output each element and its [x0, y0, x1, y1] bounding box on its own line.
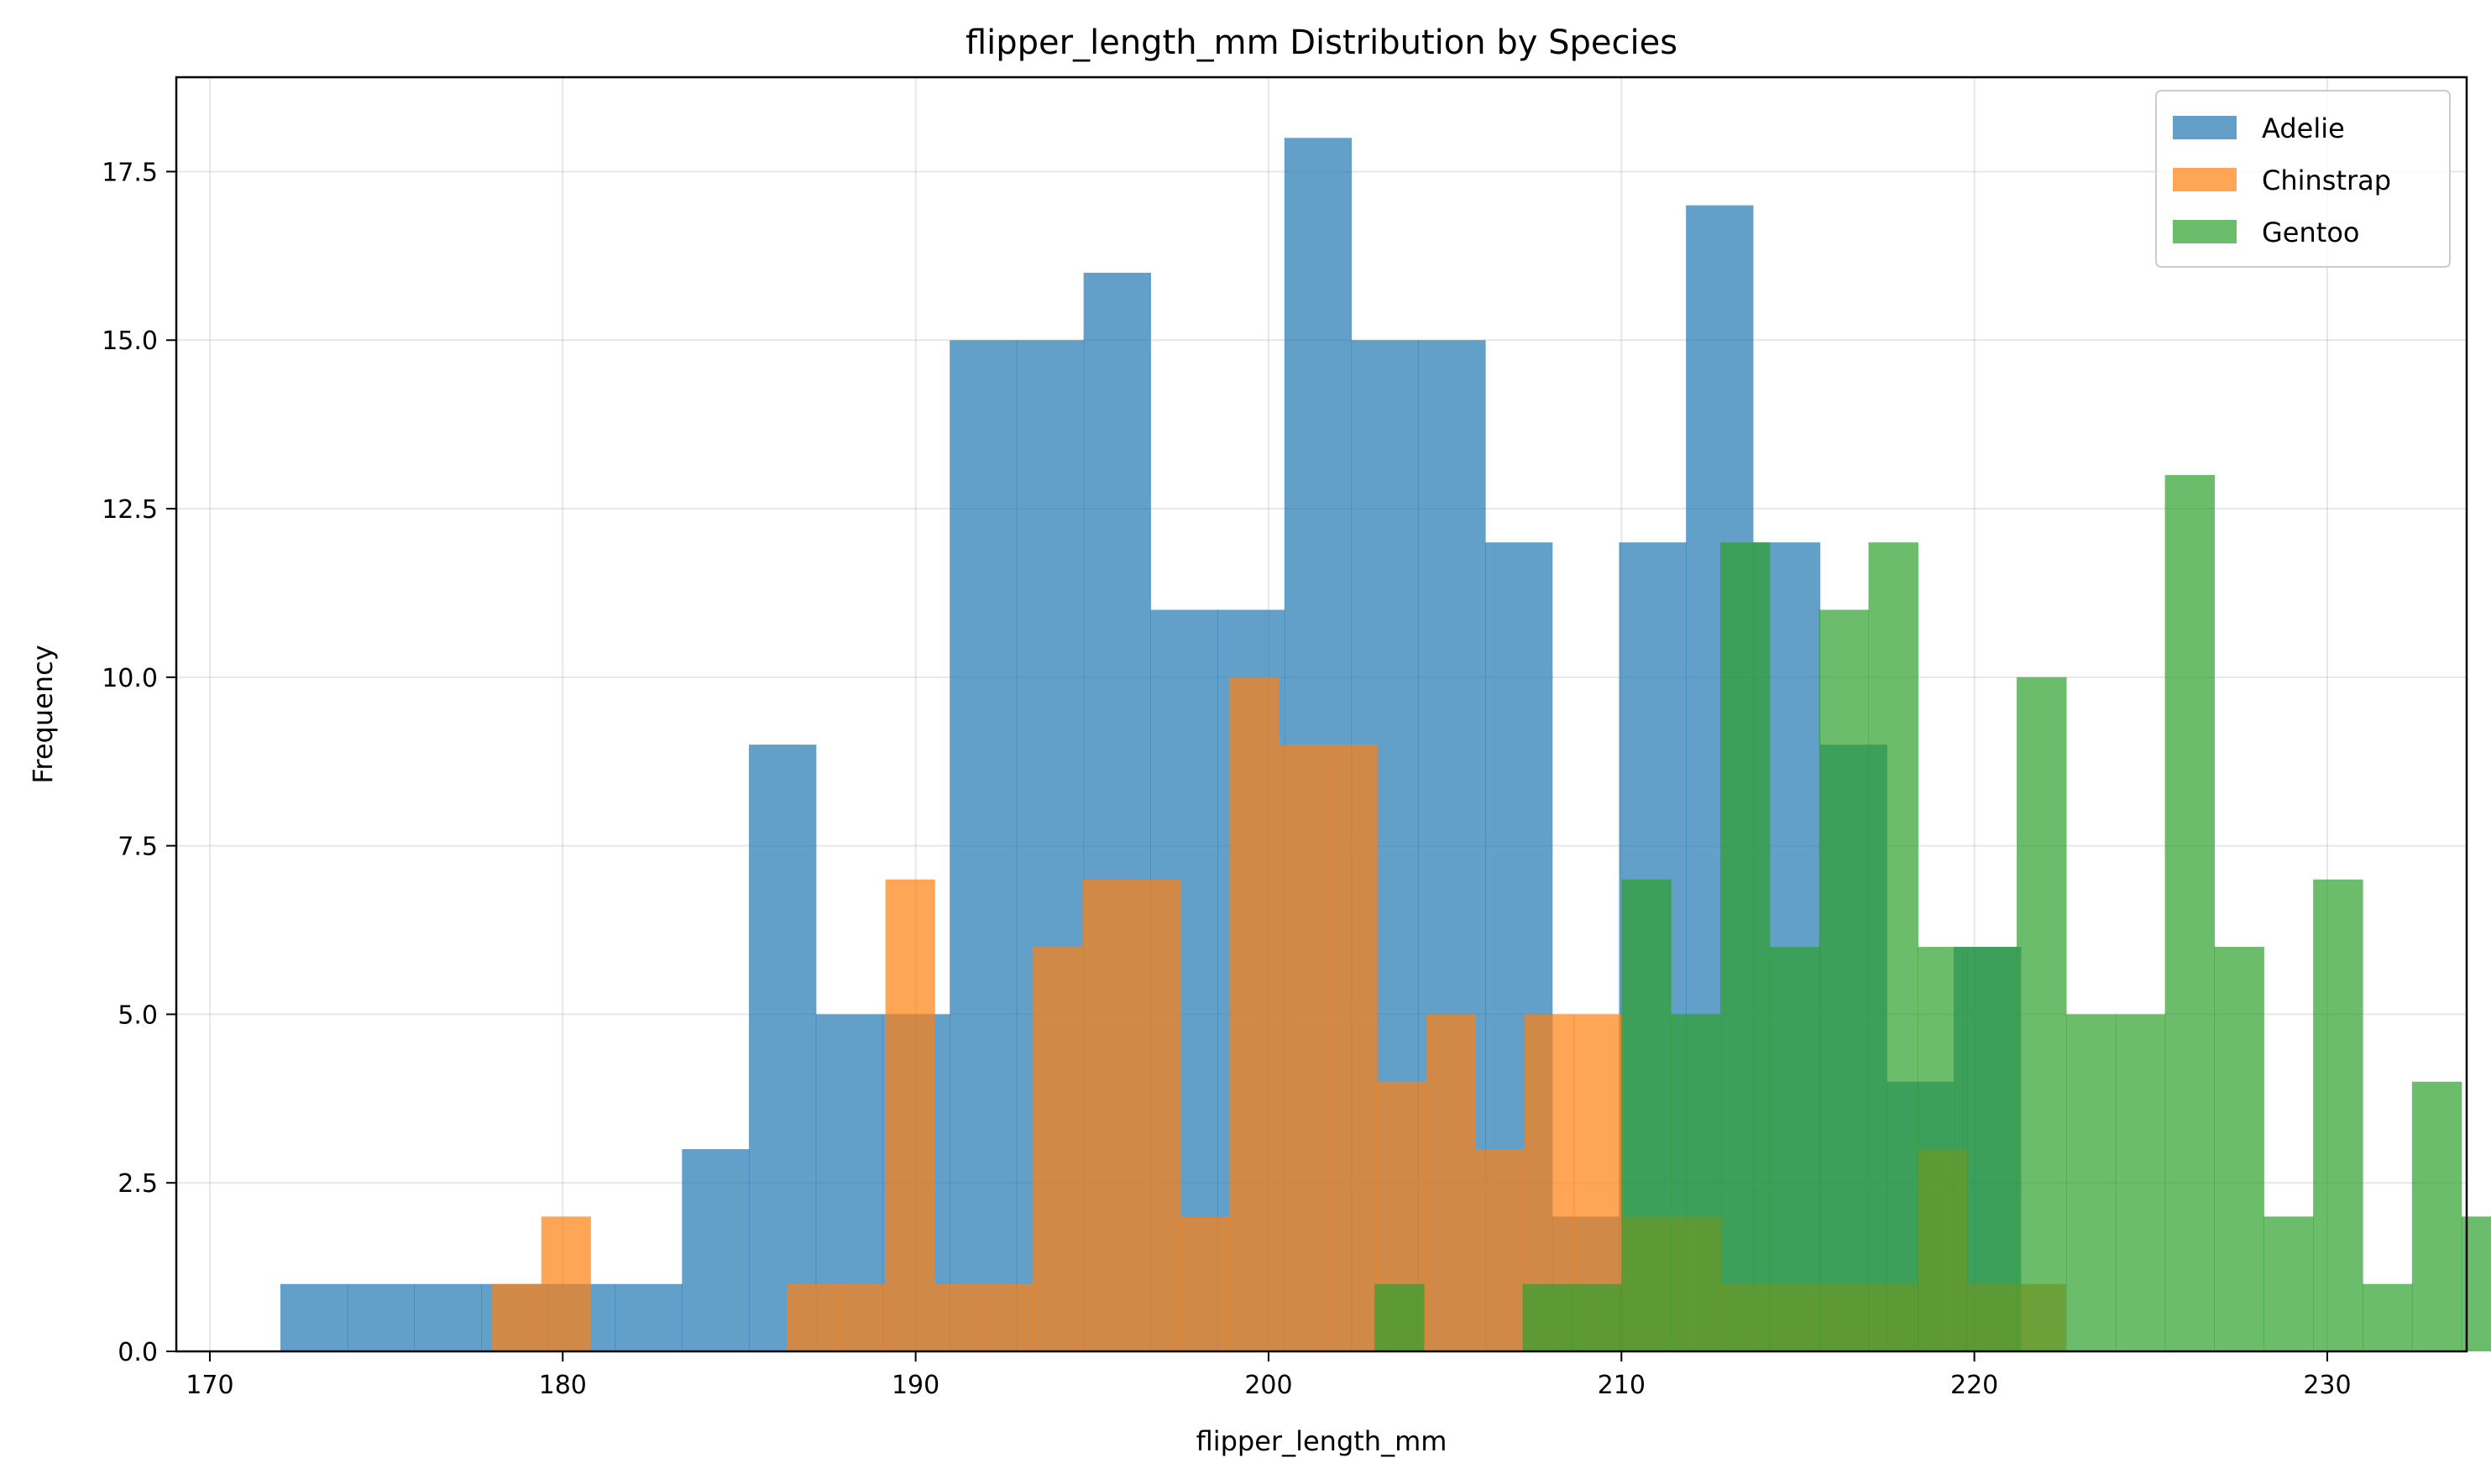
bar-gentoo: [1522, 1283, 1573, 1351]
bar-chinstrap: [492, 1283, 542, 1351]
bar-gentoo: [1621, 879, 1672, 1351]
bar-chinstrap: [1426, 1014, 1476, 1351]
bar-gentoo: [2363, 1283, 2413, 1351]
x-tick-label: 220: [1950, 1371, 1998, 1400]
y-tick-label: 5.0: [118, 1001, 158, 1030]
bar-chinstrap: [885, 879, 935, 1351]
bar-gentoo: [1769, 947, 1820, 1351]
bar-chinstrap: [1180, 1216, 1231, 1351]
bar-chinstrap: [1327, 745, 1378, 1351]
bar-adelie: [347, 1283, 416, 1351]
bar-gentoo: [2411, 1081, 2462, 1351]
bar-chinstrap: [1131, 879, 1181, 1351]
y-tick-label: 2.5: [118, 1169, 158, 1199]
bar-chinstrap: [1033, 947, 1083, 1351]
bar-adelie: [749, 745, 817, 1351]
bar-adelie: [414, 1283, 482, 1351]
x-tick-label: 190: [892, 1371, 939, 1400]
bar-gentoo: [2263, 1216, 2314, 1351]
y-tick-label: 10.0: [102, 664, 158, 693]
bar-adelie: [950, 340, 1018, 1352]
y-tick-label: 0.0: [118, 1338, 158, 1367]
bar-gentoo: [2065, 1014, 2117, 1351]
y-tick-label: 15.0: [102, 327, 158, 356]
bar-chinstrap: [541, 1216, 591, 1351]
legend-swatch-adelie: [2173, 116, 2237, 139]
legend-label-adelie: Adelie: [2262, 112, 2345, 144]
x-axis-label: flipper_length_mm: [1196, 1425, 1447, 1457]
axis-ticks: 170 180 190 200 210 220 230 0.0 2.5 5.0 7.5 10.0 12.…: [102, 158, 2351, 1400]
x-tick-label: 180: [539, 1371, 587, 1400]
bar-gentoo: [2017, 677, 2067, 1351]
legend-swatch-chinstrap: [2173, 168, 2237, 191]
plot-frame: [175, 76, 2468, 1353]
bar-gentoo: [1967, 947, 2017, 1351]
bar-gentoo: [2313, 879, 2363, 1351]
bar-gentoo: [1918, 947, 1968, 1351]
bar-adelie: [615, 1283, 683, 1351]
x-tick-label: 200: [1244, 1371, 1292, 1400]
bar-gentoo: [2164, 474, 2216, 1351]
y-tick-label: 7.5: [118, 833, 158, 862]
x-tick-label: 170: [186, 1371, 233, 1400]
x-tick-label: 230: [2303, 1371, 2351, 1400]
y-tick-label: 12.5: [102, 495, 158, 525]
bar-adelie: [682, 1149, 750, 1351]
y-tick-label: 17.5: [102, 158, 158, 187]
bar-gentoo: [1671, 1014, 1721, 1351]
bar-gentoo: [2214, 947, 2264, 1351]
bar-adelie: [280, 1283, 348, 1351]
bar-gentoo: [2115, 1014, 2166, 1351]
bar-chinstrap: [934, 1283, 985, 1351]
bar-chinstrap: [1229, 677, 1280, 1351]
bar-chinstrap: [836, 1283, 887, 1351]
chart-title: flipper_length_mm Distribution by Specie…: [966, 24, 1677, 62]
y-axis-label: Frequency: [27, 645, 59, 783]
bar-gentoo: [1374, 1283, 1425, 1351]
bar-chinstrap: [1279, 745, 1329, 1351]
bar-gentoo: [1572, 1283, 1622, 1351]
bar-gentoo: [1819, 609, 1870, 1351]
bar-chinstrap: [1081, 879, 1132, 1351]
legend-label-gentoo: Gentoo: [2262, 217, 2359, 248]
x-tick-label: 210: [1598, 1371, 1646, 1400]
bar-chinstrap: [983, 1283, 1034, 1351]
legend-label-chinstrap: Chinstrap: [2262, 165, 2391, 196]
legend-swatch-gentoo: [2173, 220, 2237, 243]
histogram-bars: [280, 138, 2491, 1352]
legend: Adelie Chinstrap Gentoo: [2155, 90, 2451, 268]
bar-chinstrap: [1475, 1149, 1525, 1351]
bar-gentoo: [1719, 542, 1771, 1351]
bar-chinstrap: [787, 1283, 837, 1351]
bar-gentoo: [1868, 542, 1918, 1351]
